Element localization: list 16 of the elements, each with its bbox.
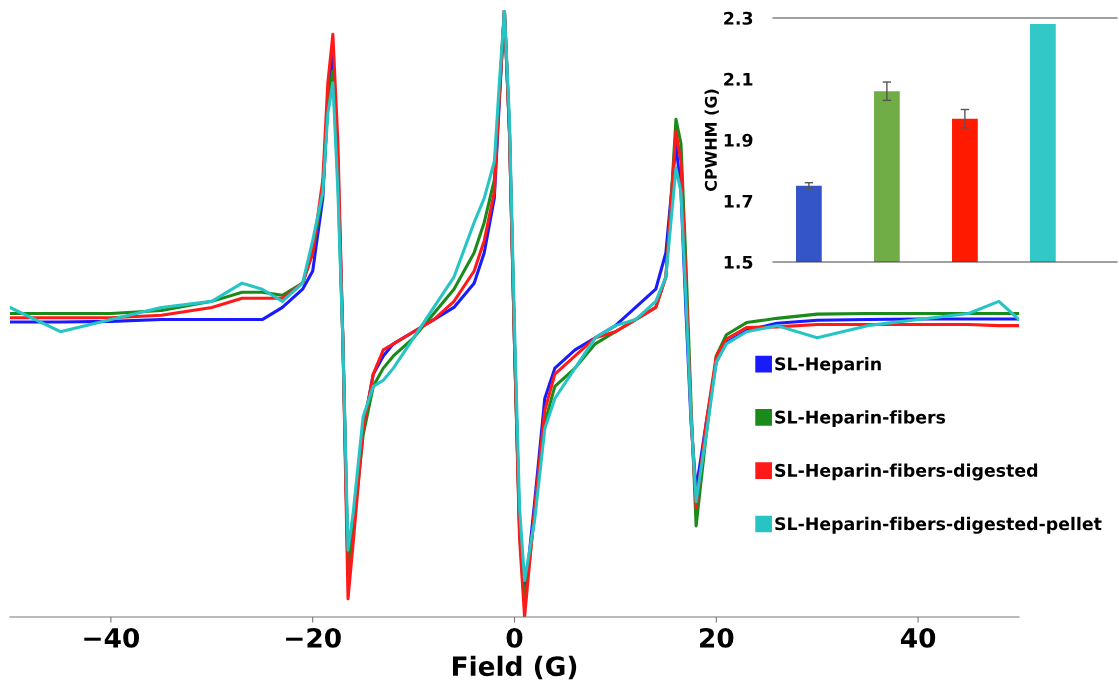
x-tick-label: 40 xyxy=(900,627,936,648)
legend-label: SL-Heparin-fibers xyxy=(775,410,946,428)
x-tick-label: −20 xyxy=(286,627,341,648)
y-tick-label: 1.5 xyxy=(724,255,753,269)
y-tick-label: 2.3 xyxy=(724,11,753,25)
y-tick-label: 2.1 xyxy=(724,72,753,86)
x-tick-label: 0 xyxy=(506,627,523,648)
y-tick-label: 1.9 xyxy=(724,133,753,147)
x-axis-title: Field (G) xyxy=(452,655,577,680)
y-axis-title: CPWHM (G) xyxy=(704,89,719,191)
legend-label: SL-Heparin xyxy=(775,356,881,374)
legend-label: SL-Heparin-fibers-digested xyxy=(775,463,1038,481)
x-tick-label: 20 xyxy=(700,627,734,648)
x-tick-label: −40 xyxy=(84,627,140,648)
y-tick-label: 1.7 xyxy=(724,194,753,208)
legend-label: SL-Heparin-fibers-digested-pellet xyxy=(775,516,1102,534)
